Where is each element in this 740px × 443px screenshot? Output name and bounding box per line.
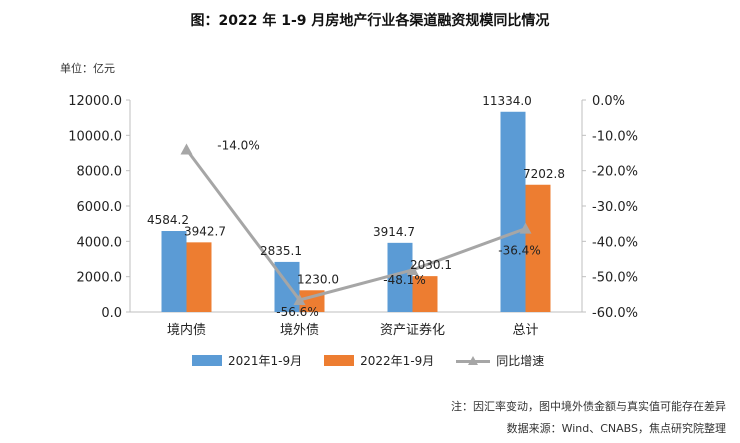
bar-data-label: 11334.0 xyxy=(482,94,532,108)
growth-data-label: -14.0% xyxy=(217,138,259,152)
right-tick-label: 0.0% xyxy=(592,94,625,109)
growth-marker xyxy=(519,222,532,234)
left-tick-label: 6000.0 xyxy=(77,200,123,215)
legend-label-2022: 2022年1-9月 xyxy=(360,354,435,368)
unit-label: 单位：亿元 xyxy=(60,62,115,75)
legend-swatch-2022 xyxy=(324,355,355,366)
chart-title: 图：2022 年 1-9 月房地产行业各渠道融资规模同比情况 xyxy=(190,13,550,29)
bar xyxy=(161,231,187,312)
bar-data-label: 3942.7 xyxy=(184,224,226,238)
bars-series-2022 xyxy=(186,184,551,312)
left-tick-label: 0.0 xyxy=(101,306,122,321)
growth-marker xyxy=(406,263,419,275)
bar xyxy=(412,276,438,312)
bar-data-label: 2030.1 xyxy=(410,258,452,272)
right-tick-label: -30.0% xyxy=(592,200,638,215)
legend-swatch-2021 xyxy=(192,355,222,366)
growth-line-path xyxy=(185,148,527,302)
growth-marker xyxy=(293,293,306,305)
left-tick-label: 12000.0 xyxy=(68,94,122,109)
footnote: 注：因汇率变动，图中境外债金额与真实值可能存在差异 xyxy=(451,400,726,413)
category-label: 总计 xyxy=(512,323,538,338)
bar-data-label: 4584.2 xyxy=(147,213,189,227)
right-tick-label: -60.0% xyxy=(592,306,638,321)
growth-marker xyxy=(180,143,193,155)
bar xyxy=(500,111,526,313)
legend-swatch-growth xyxy=(456,355,491,367)
legend-item-2021: 2021年1-9月 xyxy=(192,352,302,369)
bar-data-label: 1230.0 xyxy=(297,272,339,286)
left-tick-label: 2000.0 xyxy=(77,271,123,286)
bar xyxy=(186,242,212,312)
right-axis: 0.0% -10.0% -20.0% -30.0% -40.0% -50.0% -60.0% xyxy=(581,94,638,321)
category-labels: 境内债 境外债 资产证券化 总计 xyxy=(167,322,539,338)
left-tick-label: 8000.0 xyxy=(77,165,123,180)
right-tick-label: -20.0% xyxy=(592,165,638,180)
growth-data-label: -36.4% xyxy=(498,244,540,258)
combo-chart: 0.0 2000.0 4000.0 6000.0 8000.0 10000.0 12000.… xyxy=(68,94,638,338)
bars-series-2021 xyxy=(161,111,526,313)
category-label: 境外债 xyxy=(280,323,319,338)
right-tick-label: -10.0% xyxy=(592,129,638,144)
legend-label-growth: 同比增速 xyxy=(496,354,545,368)
bar-data-label: 2835.1 xyxy=(260,244,302,258)
category-label: 资产证券化 xyxy=(380,322,445,338)
right-tick-label: -40.0% xyxy=(592,235,638,250)
legend-label-2021: 2021年1-9月 xyxy=(228,354,303,368)
left-tick-label: 4000.0 xyxy=(77,235,123,250)
bar xyxy=(387,242,413,312)
legend: 2021年1-9月 2022年1-9月 同比增速 xyxy=(192,352,544,369)
growth-line xyxy=(180,143,532,305)
category-label: 境内债 xyxy=(167,322,206,338)
growth-data-label: -48.1% xyxy=(383,273,425,287)
legend-item-2022: 2022年1-9月 xyxy=(324,352,434,369)
bar-data-label: 3914.7 xyxy=(373,225,415,239)
right-tick-label: -50.0% xyxy=(592,271,638,286)
legend-item-growth: 同比增速 xyxy=(456,352,544,369)
bar xyxy=(525,184,551,312)
data-labels: 4584.2 2835.1 3914.7 11334.0 3942.7 1230.0 203… xyxy=(147,94,565,319)
bar-data-label: 7202.8 xyxy=(523,167,565,181)
left-tick-label: 10000.0 xyxy=(68,129,122,144)
growth-data-label: -56.6% xyxy=(276,305,318,319)
data-source: 数据来源：Wind、CNABS，焦点研究院整理 xyxy=(506,422,726,435)
